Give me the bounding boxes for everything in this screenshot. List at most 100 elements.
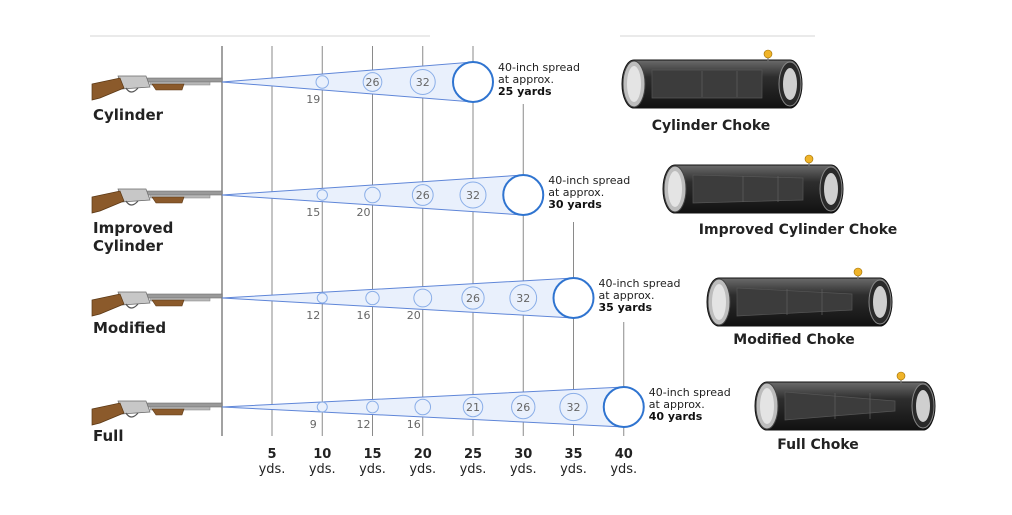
yard-unit: yds. <box>560 462 587 477</box>
pattern-circle <box>315 75 329 89</box>
spread-line-1: 40-inch spread <box>548 174 630 187</box>
sight-bead-icon <box>896 371 906 381</box>
pattern-diameter-label: 32 <box>516 292 530 305</box>
pattern-circle <box>316 189 328 201</box>
forty-inch-circle <box>602 386 645 428</box>
yard-unit: yds. <box>610 462 637 477</box>
pattern-circle <box>366 400 379 414</box>
yard-number: 15 <box>363 447 381 462</box>
spread-yards: 25 yards <box>498 85 552 98</box>
pattern-circle <box>364 186 381 204</box>
yard-number: 30 <box>514 447 532 462</box>
pattern-diameter-label: 32 <box>466 189 480 202</box>
pattern-diameter-label: 26 <box>366 76 380 89</box>
pattern-circle <box>511 394 536 420</box>
yard-number: 5 <box>267 447 276 462</box>
yard-unit: yds. <box>259 462 286 477</box>
shotgun-icon <box>91 400 223 426</box>
pattern-circle <box>461 286 485 310</box>
pattern-diameter-label: 26 <box>466 292 480 305</box>
yard-unit: yds. <box>409 462 436 477</box>
pattern-circle <box>559 392 588 422</box>
spread-yards: 40 yards <box>649 410 703 423</box>
sight-bead-icon <box>853 267 863 277</box>
pattern-circle <box>365 290 380 306</box>
yard-number: 35 <box>564 447 582 462</box>
shotgun-icon <box>91 75 223 101</box>
pattern-diameter-label: 12 <box>306 309 320 322</box>
gun-label: Cylinder <box>93 106 164 124</box>
pattern-circle <box>409 69 436 95</box>
pattern-diameter-label: 9 <box>310 418 317 431</box>
gun-label: Cylinder <box>93 237 164 255</box>
forty-inch-circle <box>502 174 545 216</box>
choke-tube-image <box>621 49 803 109</box>
spread-line-2: at approx. <box>498 73 554 86</box>
pattern-diameter-label: 26 <box>516 401 530 414</box>
spread-line-1: 40-inch spread <box>599 277 681 290</box>
pattern-diameter-label: 16 <box>407 418 421 431</box>
pattern-diameter-label: 16 <box>357 309 371 322</box>
choke-tube-image <box>706 267 893 327</box>
pattern-circle <box>413 288 433 308</box>
choke-name: Improved Cylinder Choke <box>699 222 897 238</box>
pattern-diameter-label: 20 <box>407 309 421 322</box>
forty-inch-circle <box>552 277 595 319</box>
shotgun-icon <box>91 188 223 214</box>
spread-line-2: at approx. <box>599 289 655 302</box>
spread-line-2: at approx. <box>649 398 705 411</box>
spread-yards: 30 yards <box>548 198 602 211</box>
spread-line-1: 40-inch spread <box>649 386 731 399</box>
yard-unit: yds. <box>460 462 487 477</box>
choke-tube-image <box>754 371 936 431</box>
gun-label: Modified <box>93 319 166 337</box>
yard-number: 20 <box>414 447 432 462</box>
pattern-diameter-label: 21 <box>466 401 480 414</box>
pattern-circle <box>414 398 432 416</box>
pattern-diameter-label: 26 <box>416 189 430 202</box>
forty-inch-circle <box>452 61 494 103</box>
pattern-circle <box>362 72 383 92</box>
yard-number: 40 <box>615 447 633 462</box>
spread-line-2: at approx. <box>548 186 604 199</box>
spread-yards: 35 yards <box>599 301 653 314</box>
pattern-circle <box>509 284 538 312</box>
shotgun-icon <box>91 291 223 317</box>
yard-number: 25 <box>464 447 482 462</box>
choke-name: Modified Choke <box>733 332 854 348</box>
sight-bead-icon <box>804 154 814 164</box>
yard-unit: yds. <box>359 462 386 477</box>
pattern-circle <box>459 181 487 209</box>
pattern-diameter-label: 20 <box>357 206 371 219</box>
pattern-diameter-label: 15 <box>306 206 320 219</box>
pattern-circle <box>316 401 328 413</box>
gun-label: Full <box>93 427 123 445</box>
choke-tube-image <box>662 154 844 214</box>
choke-name: Full Choke <box>777 437 859 453</box>
choke-name: Cylinder Choke <box>652 118 771 134</box>
yard-unit: yds. <box>309 462 336 477</box>
pattern-diameter-label: 32 <box>416 76 430 89</box>
pattern-circle <box>462 396 484 418</box>
pattern-diameter-label: 32 <box>567 401 581 414</box>
yard-number: 10 <box>313 447 331 462</box>
sight-bead-icon <box>763 49 773 59</box>
pattern-diameter-label: 19 <box>306 93 320 106</box>
spread-line-1: 40-inch spread <box>498 61 580 74</box>
yard-unit: yds. <box>510 462 537 477</box>
pattern-circle <box>316 292 328 304</box>
